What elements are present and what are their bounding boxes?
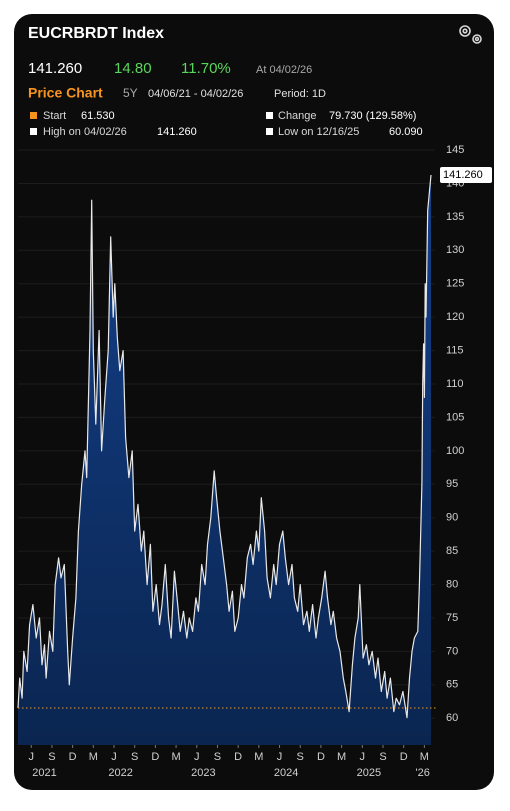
x-tick-label: J — [28, 751, 34, 763]
net-change: 14.80 — [114, 60, 152, 77]
x-tick-label: J — [277, 751, 283, 763]
y-tick-label: 80 — [446, 578, 458, 590]
legend-label: Start — [43, 110, 66, 122]
x-tick-label: D — [234, 751, 242, 763]
y-tick-label: 85 — [446, 545, 458, 557]
as-of: At 04/02/26 — [256, 64, 312, 76]
x-tick-label: J — [360, 751, 366, 763]
x-tick-label: M — [337, 751, 346, 763]
legend-swatch — [266, 112, 273, 119]
y-tick-label: 110 — [446, 378, 464, 390]
legend-value: 141.260 — [157, 126, 197, 138]
x-tick-label: S — [214, 751, 221, 763]
y-tick-label: 60 — [446, 712, 458, 724]
legend-value: 79.730 (129.58%) — [329, 110, 416, 122]
y-tick-label: 130 — [446, 244, 464, 256]
y-tick-label: 145 — [446, 144, 464, 156]
legend-swatch — [30, 112, 37, 119]
tab[interactable]: Price Chart — [28, 85, 103, 101]
year-label: 2024 — [274, 767, 298, 779]
year-label: 2025 — [357, 767, 381, 779]
y-tick-label: 65 — [446, 679, 458, 691]
x-tick-label: S — [297, 751, 304, 763]
legend-value: 60.090 — [389, 126, 423, 138]
last-price-tag-label: 141.260 — [443, 169, 483, 181]
x-tick-label: J — [194, 751, 200, 763]
last-price: 141.260 — [28, 60, 82, 77]
x-tick-label: D — [317, 751, 325, 763]
date-range[interactable]: 04/06/21 - 04/02/26 — [148, 88, 243, 100]
pct-change: 11.70% — [181, 60, 231, 77]
x-tick-label: S — [48, 751, 55, 763]
legend-label: Change — [278, 110, 317, 122]
y-tick-label: 105 — [446, 411, 464, 423]
y-tick-label: 135 — [446, 211, 464, 223]
settings-icon[interactable] — [459, 25, 482, 44]
legend-swatch — [266, 128, 273, 135]
y-tick-label: 115 — [446, 344, 464, 356]
x-tick-label: D — [400, 751, 408, 763]
legend-value: 61.530 — [81, 110, 115, 122]
x-tick-label: M — [171, 751, 180, 763]
price-line — [17, 174, 432, 719]
ticker: EUCRBRDT Index — [28, 25, 164, 42]
legend-swatch — [30, 128, 37, 135]
y-tick-label: 70 — [446, 645, 458, 657]
year-label: 2021 — [32, 767, 56, 779]
y-tick-label: 125 — [446, 278, 464, 290]
x-tick-label: D — [151, 751, 159, 763]
year-label: '26 — [416, 767, 430, 779]
x-tick-label: S — [379, 751, 386, 763]
y-tick-label: 90 — [446, 512, 458, 524]
x-tick-label: J — [111, 751, 117, 763]
year-label: 2023 — [191, 767, 215, 779]
x-tick-label: D — [69, 751, 77, 763]
y-tick-label: 100 — [446, 445, 464, 457]
legend-label: Low on 12/16/25 — [278, 126, 359, 138]
range[interactable]: 5Y — [123, 86, 138, 100]
x-tick-label: M — [89, 751, 98, 763]
year-label: 2022 — [108, 767, 132, 779]
plot: 60 65 70 75 80 85 90 95 100 105 110 115 120 125 130 135… — [17, 144, 492, 779]
period[interactable]: Period: 1D — [274, 88, 326, 100]
x-tick-label: M — [254, 751, 263, 763]
x-tick-label: S — [131, 751, 138, 763]
y-tick-label: 75 — [446, 612, 458, 624]
y-tick-label: 120 — [446, 311, 464, 323]
y-tick-label: 95 — [446, 478, 458, 490]
last-price-tag — [440, 167, 492, 184]
x-tick-label: M — [420, 751, 429, 763]
legend-label: High on 04/02/26 — [43, 126, 127, 138]
